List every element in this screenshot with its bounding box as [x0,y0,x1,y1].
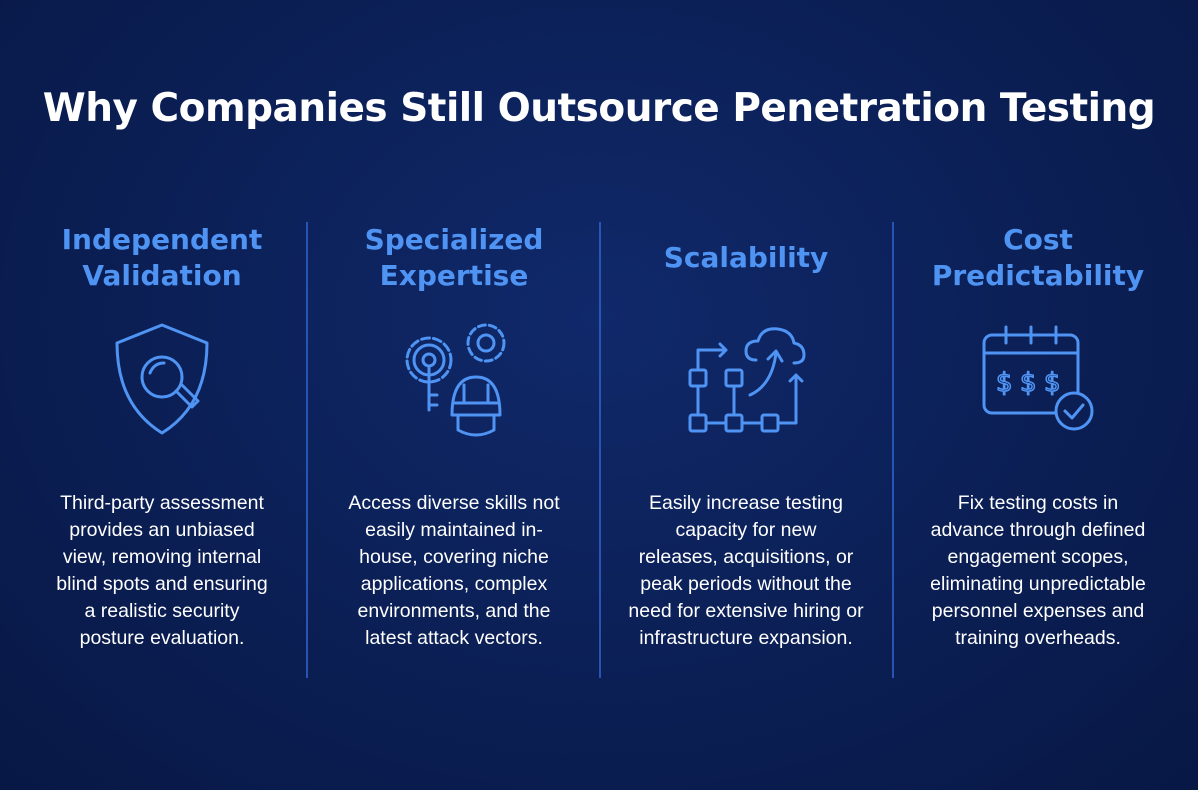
calendar-icon: $ $ $ [982,325,1094,431]
title: Why Companies Still Outsource Penetratio… [42,86,1156,131]
description-line: training overheads. [955,627,1121,649]
description-line: peak periods without the [640,573,852,595]
description-line: applications, complex [360,573,548,595]
description-line: releases, acquisitions, or [638,546,854,568]
heading-line: Expertise [379,259,529,292]
description-line: Access diverse skills not [348,492,560,514]
description-line: Fix testing costs in [957,492,1119,514]
column-description: Access diverse skills not easily maintain… [308,490,600,652]
heading-line: Validation [82,259,242,292]
scalability-icon [688,327,806,433]
description-line: blind spots and ensuring [56,573,268,595]
description-line: provides an unbiased [69,519,255,541]
divider [306,222,308,678]
expertise-icon [405,323,506,437]
heading-line: Scalability [663,241,829,274]
description-line: a realistic security [84,600,240,622]
column-description: Third-party assessment provides an unbias… [16,490,308,652]
column-heading: Independent Validation [17,222,307,294]
column-heading: Scalability [601,240,891,276]
description-line: eliminating unpredictable [930,573,1146,595]
heading-line: Predictability [931,259,1145,292]
column-heading: Cost Predictability [893,222,1183,294]
description-line: engagement scopes, [947,546,1129,568]
column-description: Fix testing costs in advance through defi… [892,490,1184,652]
column-description: Easily increase testing capacity for new r… [600,490,892,652]
description-line: Third-party assessment [60,492,264,514]
divider [892,222,894,678]
description-line: infrastructure expansion. [639,627,853,649]
heading-line: Independent [61,223,263,256]
description-line: easily maintained in- [365,519,543,541]
description-line: advance through defined [930,519,1146,541]
description-line: need for extensive hiring or [628,600,864,622]
divider [599,222,601,678]
dollar: $ [1020,368,1037,398]
heading-line: Specialized [364,223,544,256]
description-line: latest attack vectors. [365,627,543,649]
shield-icon [115,323,209,435]
dollar: $ [996,368,1013,398]
description-line: house, covering niche [359,546,549,568]
column-heading: Specialized Expertise [309,222,599,294]
description-line: posture evaluation. [79,627,245,649]
description-line: Easily increase testing [648,492,843,514]
dollar: $ [1044,368,1061,398]
heading-line: Cost [1003,223,1073,256]
description-line: personnel expenses and [931,600,1145,622]
description-line: environments, and the [357,600,551,622]
description-line: capacity for new [675,519,817,541]
description-line: view, removing internal [62,546,262,568]
